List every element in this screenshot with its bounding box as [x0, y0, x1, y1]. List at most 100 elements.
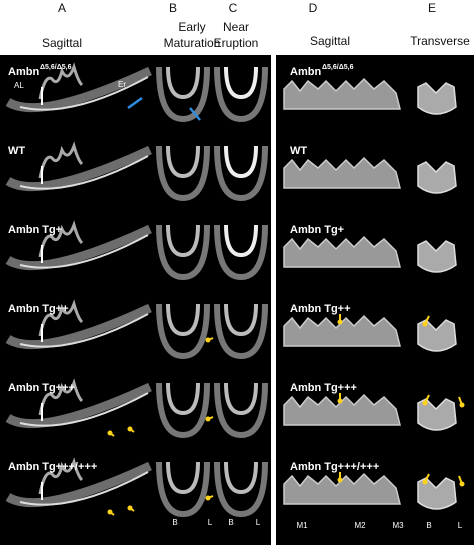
column-letter: E — [428, 1, 436, 15]
panel-label: Er — [118, 80, 126, 89]
row-label: Ambn Tg+ — [8, 224, 62, 236]
bottom-label: M3 — [392, 521, 404, 530]
arrow-head — [127, 426, 133, 432]
tooth-outer — [214, 382, 268, 439]
tooth-outer — [156, 382, 210, 439]
incisor — [19, 313, 149, 348]
tooth-outer — [156, 145, 210, 202]
arrow-head — [337, 398, 343, 404]
arrow-head — [422, 400, 428, 406]
column-letter: A — [58, 1, 66, 15]
molars — [38, 141, 84, 179]
arrow-head — [107, 430, 113, 436]
tooth-outer — [156, 303, 210, 360]
incisor — [19, 234, 149, 269]
bottom-label: M2 — [354, 521, 366, 530]
transverse-molar — [417, 161, 457, 194]
panel-label: AL — [14, 81, 24, 90]
bottom-label: B — [426, 521, 431, 530]
tooth-inner — [224, 382, 258, 416]
transverse-molar — [417, 82, 457, 115]
molars — [38, 220, 84, 258]
jaw-image — [5, 66, 152, 113]
molar-row — [283, 77, 401, 110]
column-letter: D — [309, 1, 318, 15]
tooth-inner — [224, 303, 258, 337]
jaw-image — [5, 145, 152, 192]
tooth-inner — [224, 461, 258, 495]
column-header: Transverse — [410, 34, 470, 48]
tooth-inner — [166, 461, 200, 495]
column-header: Early — [178, 20, 205, 34]
tooth-inner — [224, 145, 258, 179]
arrow-head — [107, 509, 113, 515]
column-header: Sagittal — [42, 36, 82, 50]
tooth-outer — [214, 224, 268, 281]
tooth-outer — [156, 66, 210, 123]
row-label: Ambn Tg++ — [8, 303, 69, 315]
tooth-outer — [214, 66, 268, 123]
bottom-label: M1 — [296, 521, 308, 530]
row-label: WT — [290, 145, 307, 157]
arrow-head — [127, 505, 133, 511]
tooth-inner — [166, 224, 200, 258]
jaw-image — [5, 461, 152, 508]
transverse-molar — [417, 477, 457, 510]
arrow-head — [205, 416, 211, 422]
arrow-head — [422, 479, 428, 485]
molars — [38, 299, 84, 337]
column-header: Maturation — [164, 36, 221, 50]
column-header: Near — [223, 20, 249, 34]
row-label-sup: Δ5,6/Δ5,6 — [40, 64, 72, 71]
tooth-inner — [224, 66, 258, 100]
tooth-outer — [214, 303, 268, 360]
arrow-head — [459, 402, 465, 408]
row-label: Ambn Tg++ — [290, 303, 351, 315]
row-label: Ambn — [8, 66, 39, 78]
arrow-head — [337, 477, 343, 483]
panel-right — [276, 55, 474, 545]
molar-row — [283, 235, 401, 268]
blue-arrow — [189, 107, 201, 121]
tooth-outer — [214, 461, 268, 518]
bottom-label: L — [256, 518, 261, 527]
incisor — [19, 392, 149, 427]
jaw-image — [5, 303, 152, 350]
blue-arrow — [127, 96, 143, 110]
column-letter: C — [229, 1, 238, 15]
row-label: Ambn Tg+ — [290, 224, 344, 236]
bottom-label: L — [208, 518, 213, 527]
tooth-outer — [156, 461, 210, 518]
row-label: WT — [8, 145, 25, 157]
bottom-label: L — [458, 521, 463, 530]
arrow-head — [337, 319, 343, 325]
arrow-head — [205, 495, 211, 501]
transverse-molar — [417, 240, 457, 273]
row-label-sup: Δ5,6/Δ5,6 — [322, 64, 354, 71]
arrow-head — [422, 321, 428, 327]
column-header: Eruption — [214, 36, 259, 50]
row-label: Ambn Tg+++ — [290, 382, 357, 394]
row-label: Ambn Tg+++ — [8, 382, 75, 394]
molars — [38, 62, 84, 100]
incisor — [19, 155, 149, 190]
jaw-image — [5, 382, 152, 429]
bottom-label: B — [228, 518, 233, 527]
transverse-molar — [417, 319, 457, 352]
column-header: Sagittal — [310, 34, 350, 48]
transverse-molar — [417, 398, 457, 431]
tooth-inner — [166, 382, 200, 416]
arrow-head — [205, 337, 211, 343]
molar-row — [283, 156, 401, 189]
column-letter: B — [169, 1, 177, 15]
bottom-label: B — [172, 518, 177, 527]
row-label: Ambn Tg+++/+++ — [8, 461, 97, 473]
arrow-head — [459, 481, 465, 487]
jaw-image — [5, 224, 152, 271]
tooth-inner — [224, 224, 258, 258]
molars — [38, 378, 84, 416]
tooth-inner — [166, 303, 200, 337]
tooth-outer — [214, 145, 268, 202]
molars — [38, 457, 84, 495]
